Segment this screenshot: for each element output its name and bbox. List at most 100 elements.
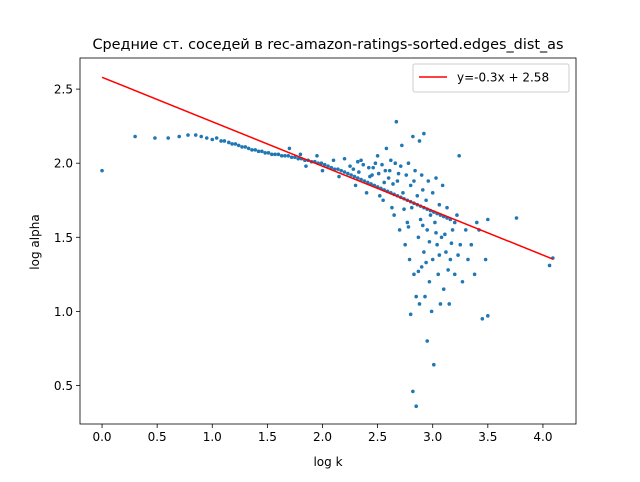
scatter-point (177, 134, 181, 139)
scatter-point (436, 272, 441, 277)
scatter-point (480, 316, 485, 321)
scatter-point (355, 176, 360, 180)
scatter-point (408, 183, 413, 188)
scatter-point (400, 143, 404, 148)
scatter-point (283, 154, 287, 158)
scatter-point (475, 220, 479, 225)
plot-area: 0.0 0.5 1.0 1.5 2.0 2.5 3.0 3.5 4.0 0.5 1.0 1.5 2.0 2… (54, 57, 577, 444)
scatter-point (214, 136, 219, 140)
scatter-point (458, 242, 463, 247)
scatter-point (219, 139, 223, 143)
scatter-point (427, 279, 432, 284)
scatter-point (392, 213, 396, 217)
scatter-point (407, 257, 412, 262)
scatter-point (353, 183, 358, 188)
scatter-point (440, 183, 445, 188)
scatter-point (331, 158, 336, 163)
scatter-point (439, 235, 444, 240)
scatter-point (222, 139, 227, 143)
scatter-point (326, 164, 330, 168)
legend: y=-0.3x + 2.58 (412, 63, 570, 93)
y-axis-label: log alpha (28, 214, 42, 269)
scatter-point (472, 272, 477, 277)
scatter-point (260, 149, 264, 154)
scatter-point (386, 176, 391, 180)
scatter-point (452, 272, 457, 277)
scatter-point (397, 228, 402, 232)
scatter-point (452, 220, 457, 225)
scatter-point (419, 265, 424, 269)
scatter-point (204, 136, 209, 140)
scatter-point (387, 168, 392, 173)
scatter-point (457, 154, 461, 158)
scatter-point (373, 161, 378, 166)
scatter-point (422, 250, 426, 254)
scatter-point (469, 242, 474, 247)
scatter-point (449, 241, 454, 246)
scatter-point (447, 302, 452, 306)
scatter-point (348, 164, 352, 168)
scatter-point (432, 362, 436, 367)
scatter-point (417, 139, 422, 143)
scatter-point (434, 176, 438, 180)
scatter-point (166, 136, 170, 140)
y-tick-label: 1.5 (54, 231, 73, 245)
legend-box (412, 63, 570, 93)
scatter-point (298, 152, 303, 157)
scatter-point (514, 216, 519, 220)
scatter-point (364, 191, 369, 195)
scatter-point (393, 161, 398, 166)
scatter-point (427, 239, 432, 244)
scatter-point (390, 205, 394, 210)
scatter-point (403, 242, 407, 247)
scatter-point (357, 170, 361, 174)
scatter-point (395, 179, 400, 183)
scatter-point (371, 165, 375, 170)
scatter-point (426, 179, 431, 183)
scatter-point (408, 312, 413, 317)
scatter-point (266, 151, 271, 155)
scatter-point (404, 173, 409, 177)
scatter-point (423, 294, 427, 299)
scatter-point (199, 134, 204, 139)
scatter-point (153, 136, 157, 140)
scatter-point (422, 131, 426, 136)
scatter-point (391, 182, 395, 186)
scatter-point (389, 158, 393, 163)
scatter-point (210, 137, 215, 142)
y-tick-label: 0.5 (54, 379, 73, 393)
scatter-point (411, 134, 415, 139)
scatter-point (287, 146, 292, 151)
scatter-point (406, 225, 411, 229)
scatter-point (547, 263, 552, 268)
scatter-point (438, 302, 443, 306)
scatter-point (383, 168, 388, 173)
x-tick-label: 3.5 (478, 430, 497, 444)
scatter-point (406, 161, 411, 166)
fit-line (101, 76, 554, 260)
scatter-point (355, 159, 360, 164)
scatter-point (486, 217, 490, 222)
x-tick-label: 0.0 (92, 430, 111, 444)
scatter-point (430, 191, 435, 195)
scatter-point (359, 158, 363, 163)
scatter-point (361, 162, 366, 167)
scatter-point (296, 156, 301, 161)
scatter-point (289, 155, 294, 160)
x-tick-label: 1.5 (258, 430, 277, 444)
scatter-point (233, 142, 238, 146)
scatter-point (286, 154, 291, 158)
scatter-point (412, 179, 416, 183)
scatter-point (304, 164, 308, 168)
scatter-point (466, 257, 470, 262)
scatter-point (375, 154, 380, 158)
scatter-point (398, 164, 403, 168)
scatter-point (276, 152, 281, 157)
scatter-point (463, 228, 468, 232)
x-tick-label: 1.0 (203, 430, 222, 444)
scatter-point (450, 228, 455, 232)
scatter-point (322, 162, 327, 167)
scatter-point (437, 253, 442, 257)
scatter-point (230, 142, 234, 146)
